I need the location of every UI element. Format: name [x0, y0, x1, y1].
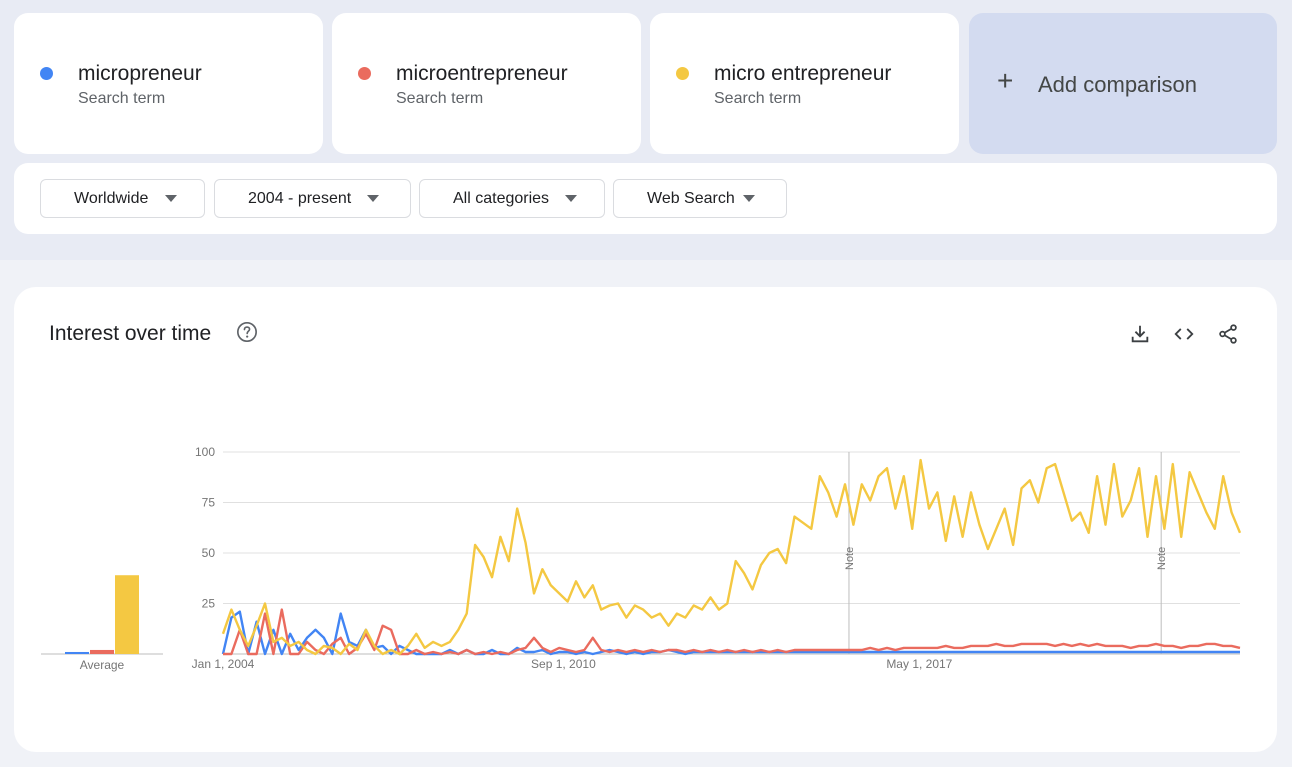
region-dropdown-label: Worldwide — [74, 190, 149, 207]
panel-title: Interest over time — [49, 322, 212, 345]
term-name[interactable]: microentrepreneur — [396, 62, 568, 85]
time-range-dropdown[interactable]: 2004 - present — [214, 179, 411, 218]
term-card-1[interactable]: micropreneur Search term — [14, 13, 323, 154]
category-dropdown-label: All categories — [453, 190, 550, 207]
series-color-dot — [358, 67, 371, 80]
category-dropdown[interactable]: All categories — [419, 179, 605, 218]
interest-over-time-panel: Interest over time 100 75 50 25 Jan 1, 2004 S… — [14, 287, 1277, 752]
note-label: Note — [1156, 547, 1168, 570]
series-color-dot — [40, 67, 53, 80]
plus-icon: + — [997, 65, 1014, 96]
y-tick-label: 100 — [195, 445, 215, 459]
help-icon[interactable] — [236, 321, 258, 343]
embed-icon[interactable] — [1173, 323, 1195, 345]
download-icon[interactable] — [1129, 323, 1151, 345]
term-card-2[interactable]: microentrepreneur Search term — [332, 13, 641, 154]
region-dropdown[interactable]: Worldwide — [40, 179, 205, 218]
search-type-dropdown[interactable]: Web Search — [613, 179, 787, 218]
search-type-dropdown-label: Web Search — [647, 190, 735, 207]
term-name[interactable]: micro entrepreneur — [714, 62, 892, 85]
caret-down-icon — [565, 195, 577, 202]
average-bar-1 — [65, 651, 89, 654]
time-range-dropdown-label: 2004 - present — [248, 190, 352, 207]
average-bar-3 — [115, 575, 139, 654]
term-name[interactable]: micropreneur — [78, 62, 202, 85]
caret-down-icon — [367, 195, 379, 202]
series-line-3 — [221, 458, 1242, 656]
series-line-2 — [223, 608, 1241, 656]
x-tick-label: Sep 1, 2010 — [531, 657, 596, 671]
average-label: Average — [80, 658, 125, 672]
term-type-label: Search term — [714, 90, 802, 107]
term-type-label: Search term — [396, 90, 484, 107]
average-bar-2 — [90, 649, 114, 654]
series-color-dot — [676, 67, 689, 80]
filter-bar: Worldwide 2004 - present All categories … — [14, 163, 1277, 234]
add-comparison-button[interactable]: + Add comparison — [969, 13, 1277, 154]
add-comparison-label: Add comparison — [1038, 72, 1197, 97]
note-label: Note — [844, 547, 856, 570]
x-tick-label: May 1, 2017 — [886, 657, 952, 671]
caret-down-icon — [743, 195, 755, 202]
term-type-label: Search term — [78, 90, 166, 107]
y-tick-label: 75 — [202, 496, 216, 510]
x-tick-label: Jan 1, 2004 — [192, 657, 255, 671]
caret-down-icon — [165, 195, 177, 202]
interest-chart: 100 75 50 25 Jan 1, 2004 Sep 1, 2010 May 1, 20… — [41, 445, 1242, 672]
term-card-3[interactable]: micro entrepreneur Search term — [650, 13, 959, 154]
y-tick-label: 50 — [202, 546, 216, 560]
share-icon[interactable] — [1217, 323, 1239, 345]
y-tick-label: 25 — [202, 597, 216, 611]
